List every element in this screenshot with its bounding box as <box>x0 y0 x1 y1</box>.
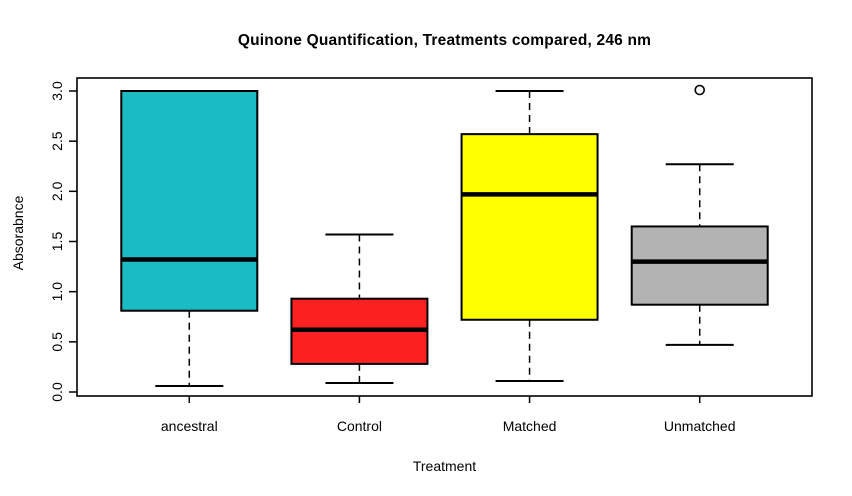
box-matched <box>460 133 599 321</box>
x-tick-label-matched: Matched <box>503 418 557 434</box>
x-axis-label: Treatment <box>412 458 477 474</box>
y-axis-label: Absorabnce <box>10 195 26 271</box>
x-tick-label-control: Control <box>337 418 382 434</box>
y-tick-label: 0.5 <box>49 332 65 352</box>
y-tick-label: 3.0 <box>49 81 65 101</box>
y-tick-label: 1.5 <box>49 232 65 252</box>
y-tick-label: 0.0 <box>49 382 65 402</box>
y-tick-label: 1.0 <box>49 282 65 302</box>
outlier-point-unmatched <box>694 84 706 96</box>
plot-border <box>76 77 813 397</box>
y-tick-label: 2.0 <box>49 181 65 201</box>
box-unmatched <box>630 225 769 306</box>
box-ancestral <box>120 90 259 312</box>
chart-title: Quinone Quantification, Treatments compa… <box>237 32 652 49</box>
y-tick-label: 2.5 <box>49 131 65 151</box>
x-tick-label-ancestral: ancestral <box>161 418 218 434</box>
x-tick-label-unmatched: Unmatched <box>664 418 736 434</box>
